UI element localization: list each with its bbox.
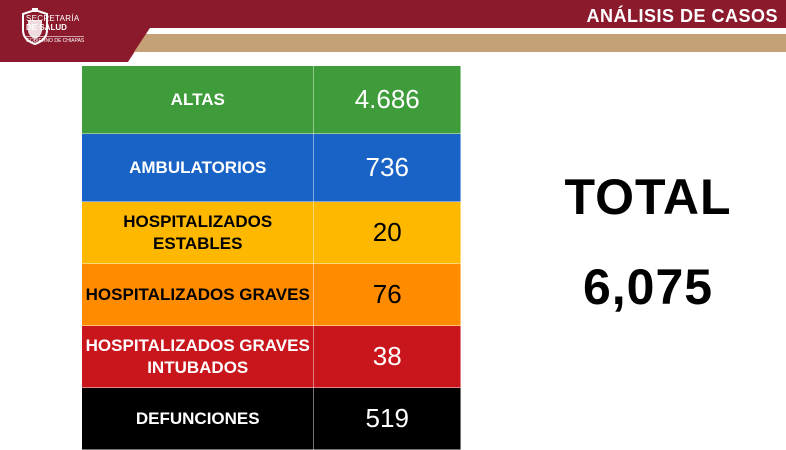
- table-row: AMBULATORIOS 736: [80, 133, 461, 202]
- total-label: TOTAL: [564, 169, 732, 225]
- table-row: HOSPITALIZADOS GRAVES INTUBADOS 38: [80, 325, 461, 388]
- logo-line-3: GOBIERNO DE CHIAPAS: [26, 36, 85, 45]
- row-label: HOSPITALIZADOS ESTABLES: [80, 201, 315, 264]
- row-label: HOSPITALIZADOS GRAVES INTUBADOS: [80, 325, 315, 388]
- row-label: DEFUNCIONES: [80, 387, 315, 450]
- coat-of-arms-icon: [22, 8, 48, 46]
- total-value: 6,075: [582, 259, 714, 315]
- logo-line-1: SECRETARÍA: [26, 14, 80, 24]
- row-value: 736: [313, 133, 461, 202]
- row-label: ALTAS: [80, 65, 315, 134]
- table-row: HOSPITALIZADOS GRAVES 76: [80, 263, 461, 326]
- header-background: [0, 0, 786, 62]
- row-value: 4.686: [313, 65, 461, 134]
- row-value: 38: [313, 325, 461, 388]
- page-title: ANÁLISIS DE CASOS: [586, 6, 778, 26]
- row-label: HOSPITALIZADOS GRAVES: [80, 263, 315, 326]
- table-row: HOSPITALIZADOS ESTABLES 20: [80, 201, 461, 264]
- row-value: 76: [313, 263, 461, 326]
- table-row: DEFUNCIONES 519: [80, 387, 461, 450]
- table-row: ALTAS 4.686: [80, 65, 461, 134]
- cases-table: ALTAS 4.686 AMBULATORIOS 736 HOSPITALIZADOS …: [80, 65, 461, 450]
- secretaria-logo: SECRETARÍA DE SALUD GOBIERNO DE CHIAPAS: [20, 8, 85, 52]
- row-label: AMBULATORIOS: [80, 133, 315, 202]
- row-value: 519: [313, 387, 461, 450]
- row-value: 20: [313, 201, 461, 264]
- header-bar: SECRETARÍA DE SALUD GOBIERNO DE CHIAPAS …: [0, 0, 786, 62]
